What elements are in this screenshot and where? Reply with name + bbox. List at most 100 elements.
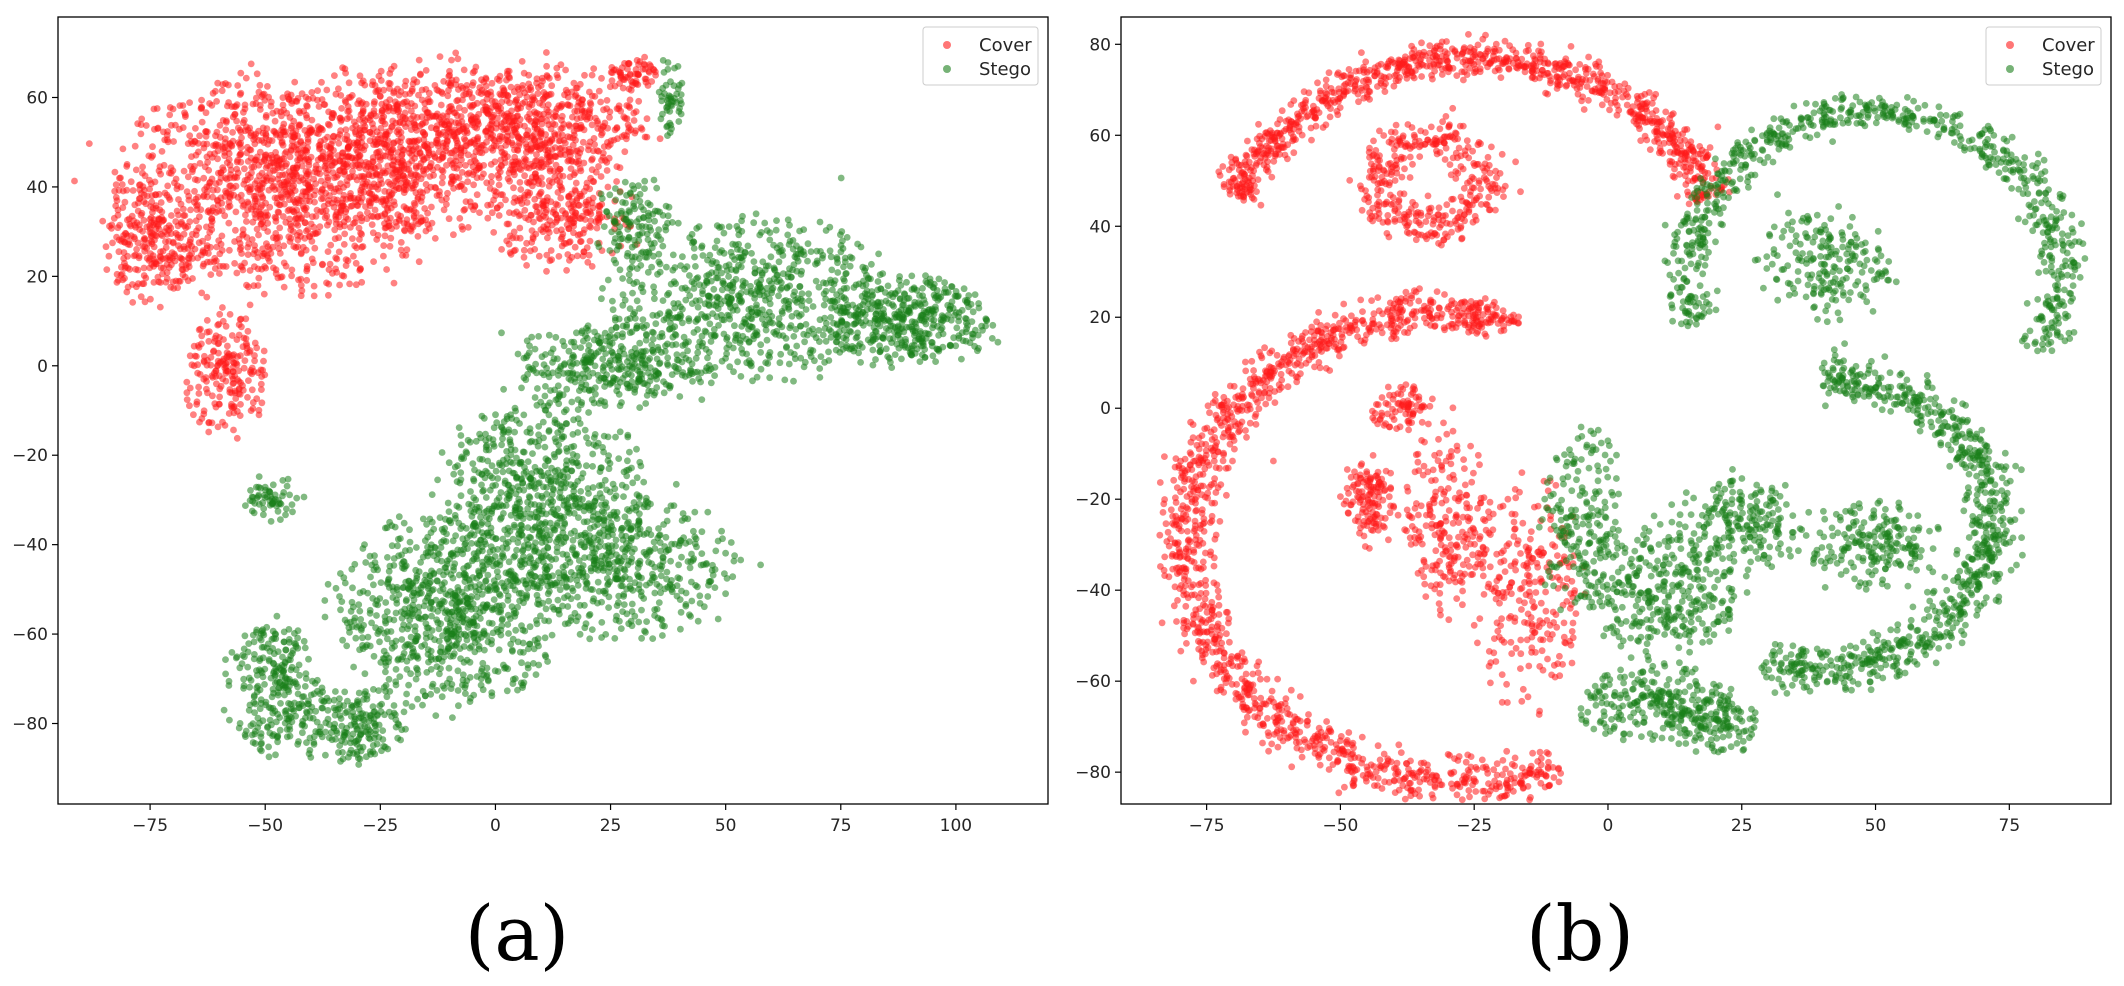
data-point xyxy=(284,192,292,199)
data-point xyxy=(454,546,462,554)
data-point xyxy=(299,203,307,210)
data-point xyxy=(366,129,374,136)
data-point xyxy=(466,658,474,666)
data-point xyxy=(451,628,458,636)
data-point xyxy=(380,86,387,94)
data-point xyxy=(525,216,532,224)
data-point xyxy=(524,661,532,669)
data-point xyxy=(368,183,376,191)
data-point xyxy=(362,159,370,166)
data-point xyxy=(359,109,366,117)
data-point xyxy=(399,252,406,259)
data-point xyxy=(169,105,177,113)
data-point xyxy=(105,252,113,260)
data-point xyxy=(604,457,612,464)
data-point xyxy=(636,458,644,466)
data-point xyxy=(571,609,579,617)
data-point xyxy=(510,198,518,206)
data-point xyxy=(557,484,565,492)
data-point xyxy=(469,69,477,77)
data-point xyxy=(121,198,129,206)
data-point xyxy=(588,626,596,633)
data-point xyxy=(163,136,171,144)
data-point xyxy=(185,196,193,204)
data-point xyxy=(371,552,378,560)
data-point xyxy=(414,233,422,240)
data-point xyxy=(233,117,241,125)
data-point xyxy=(540,163,547,170)
data-point xyxy=(387,191,395,199)
data-point xyxy=(499,550,506,558)
data-point xyxy=(279,171,286,179)
data-point xyxy=(584,201,591,209)
data-point xyxy=(332,90,340,98)
data-point xyxy=(470,475,477,483)
data-point xyxy=(452,49,460,57)
data-point xyxy=(643,618,650,625)
data-point xyxy=(532,671,540,678)
data-point xyxy=(302,188,309,196)
data-point xyxy=(260,357,267,365)
data-point xyxy=(520,486,528,494)
data-point xyxy=(305,161,313,169)
data-point xyxy=(440,206,448,214)
data-point xyxy=(509,484,516,492)
data-point xyxy=(118,263,125,271)
data-point xyxy=(406,604,413,611)
data-point xyxy=(225,219,233,227)
data-point xyxy=(633,445,640,453)
data-point xyxy=(184,245,192,252)
data-point xyxy=(579,470,587,477)
data-point xyxy=(417,198,425,205)
data-point xyxy=(202,127,210,135)
data-point xyxy=(547,496,555,503)
data-point xyxy=(455,86,462,93)
data-point xyxy=(295,121,303,129)
data-point xyxy=(483,671,491,678)
data-point xyxy=(219,418,226,426)
data-point xyxy=(352,281,360,289)
data-point xyxy=(520,411,528,419)
data-point xyxy=(473,593,481,601)
data-point xyxy=(230,403,238,411)
data-point xyxy=(255,406,263,414)
data-point xyxy=(650,538,658,546)
data-point xyxy=(399,172,407,180)
data-point xyxy=(539,95,547,103)
data-point xyxy=(113,270,121,278)
data-point xyxy=(479,686,487,694)
data-point xyxy=(524,458,532,465)
data-point xyxy=(419,515,427,523)
data-point xyxy=(193,206,201,214)
data-point xyxy=(194,361,202,369)
data-point xyxy=(414,670,422,677)
data-point xyxy=(554,131,562,139)
data-point xyxy=(370,258,377,265)
data-point xyxy=(243,218,250,225)
data-point xyxy=(449,574,457,582)
data-point xyxy=(211,335,219,342)
data-point xyxy=(635,71,642,79)
data-point xyxy=(246,347,254,355)
data-point xyxy=(171,257,179,265)
data-point xyxy=(260,290,268,298)
data-point xyxy=(211,254,219,262)
data-point xyxy=(536,209,543,216)
data-point xyxy=(418,121,426,128)
data-point xyxy=(588,121,596,129)
data-point xyxy=(618,481,626,489)
data-point xyxy=(470,153,478,160)
data-point xyxy=(608,77,616,84)
data-point xyxy=(548,556,556,563)
data-point xyxy=(513,474,520,482)
data-point xyxy=(516,179,524,186)
data-point xyxy=(344,108,352,115)
data-point xyxy=(479,488,486,495)
data-point xyxy=(355,224,363,232)
data-point xyxy=(621,513,629,521)
data-point xyxy=(531,501,539,508)
data-point xyxy=(244,251,252,258)
data-point xyxy=(276,224,284,232)
data-point xyxy=(651,612,658,619)
